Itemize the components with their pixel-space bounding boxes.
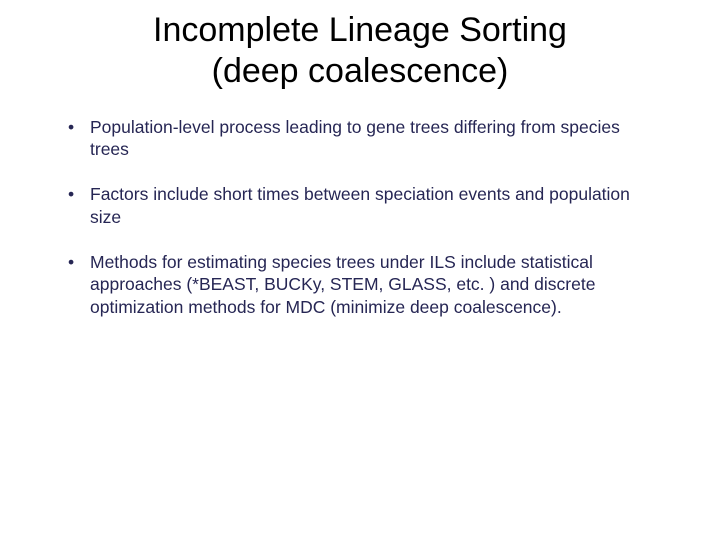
slide-title: Incomplete Lineage Sorting (deep coalesc…: [48, 10, 672, 92]
title-line-1: Incomplete Lineage Sorting: [153, 11, 567, 49]
bullet-item: Methods for estimating species trees und…: [64, 251, 656, 319]
bullet-item: Population-level process leading to gene…: [64, 116, 656, 162]
slide-container: Incomplete Lineage Sorting (deep coalesc…: [0, 0, 720, 540]
bullet-list: Population-level process leading to gene…: [48, 116, 672, 319]
bullet-item: Factors include short times between spec…: [64, 183, 656, 229]
title-line-2: (deep coalescence): [212, 52, 509, 90]
